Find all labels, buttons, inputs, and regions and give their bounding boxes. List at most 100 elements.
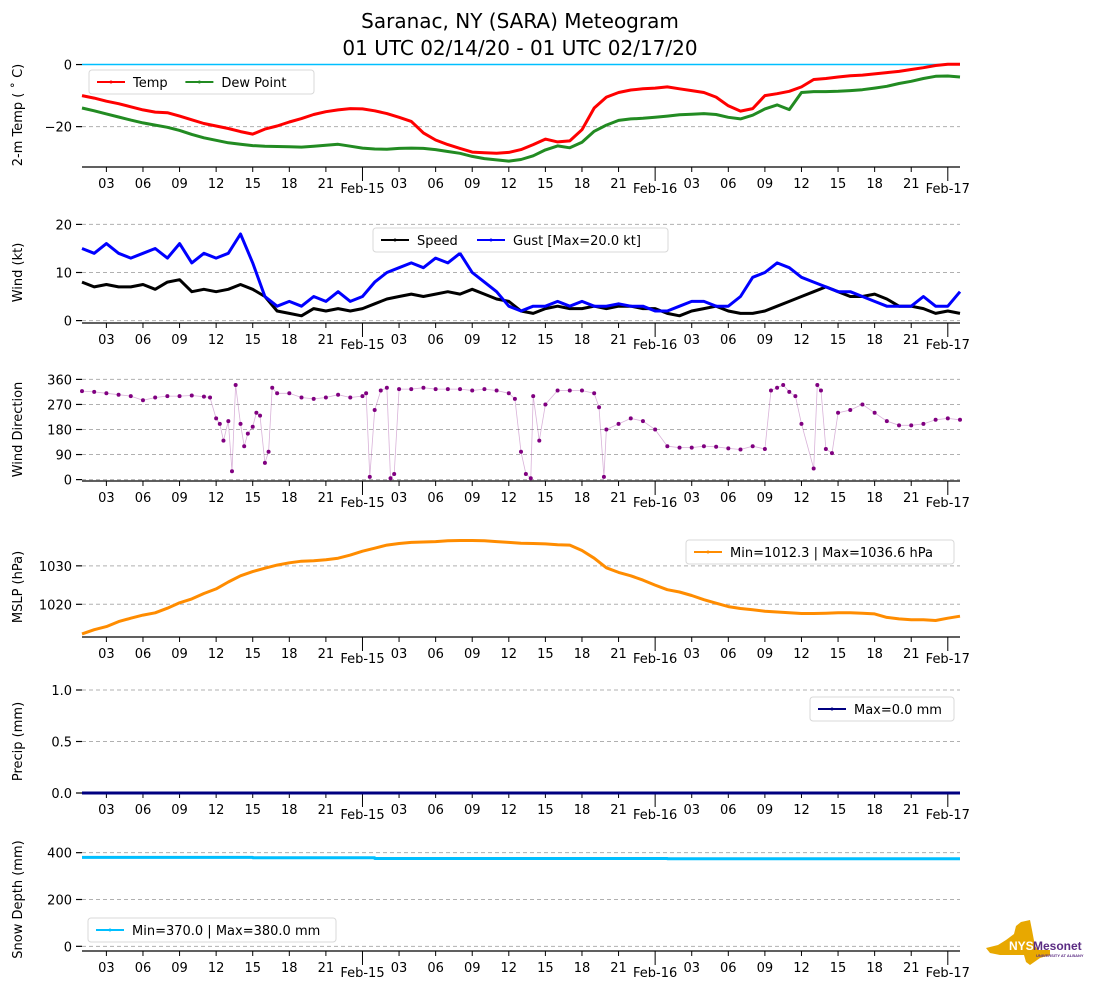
x-tick-label: 12 — [793, 491, 810, 506]
chart-title-line1: Saranac, NY (SARA) Meteogram — [361, 9, 679, 33]
x-tick-label: 21 — [318, 333, 335, 348]
data-point-wdir — [378, 388, 383, 393]
x-tick-label: 21 — [610, 491, 627, 506]
logo-nys-text: NYS — [1009, 939, 1034, 953]
data-point-wdir — [275, 391, 280, 396]
y-tick-label: 0 — [64, 59, 72, 74]
x-tick-label: 09 — [757, 803, 774, 818]
data-point-wdir — [494, 388, 499, 393]
x-tick-label: 15 — [244, 803, 261, 818]
data-point-wdir — [128, 394, 133, 399]
x-major-tick-label: Feb-17 — [926, 966, 970, 981]
x-tick-label: 12 — [208, 333, 225, 348]
x-tick-label: 18 — [866, 803, 883, 818]
x-tick-label: 15 — [830, 647, 847, 662]
x-tick-label: 12 — [208, 491, 225, 506]
x-tick-label: 03 — [391, 177, 408, 192]
x-tick-label: 15 — [830, 491, 847, 506]
x-major-tick-label: Feb-16 — [633, 808, 677, 823]
data-point-wdir — [555, 388, 560, 393]
data-point-wdir — [945, 416, 950, 421]
x-tick-label: 06 — [135, 491, 152, 506]
y-tick-label: 20 — [55, 218, 72, 233]
x-tick-label: 21 — [610, 177, 627, 192]
data-point-wdir — [531, 394, 536, 399]
data-point-wdir — [336, 392, 341, 397]
y-axis-label: Snow Depth (mm) — [11, 840, 26, 958]
x-tick-label: 21 — [903, 491, 920, 506]
data-point-wdir — [397, 387, 402, 392]
x-major-tick-label: Feb-16 — [633, 966, 677, 981]
x-tick-label: 09 — [464, 177, 481, 192]
data-point-wdir — [421, 385, 426, 390]
x-tick-label: 21 — [610, 333, 627, 348]
data-point-wdir — [189, 393, 194, 398]
data-point-wdir — [140, 398, 145, 403]
data-point-wdir — [519, 449, 523, 454]
data-point-wdir — [116, 392, 121, 397]
data-point-wdir — [233, 382, 238, 387]
data-point-wdir — [958, 417, 962, 422]
x-tick-label: 18 — [866, 961, 883, 976]
x-major-tick-label: Feb-17 — [926, 182, 970, 197]
data-point-wdir — [897, 423, 902, 428]
data-point-wdir — [221, 438, 226, 443]
x-tick-label: 12 — [793, 177, 810, 192]
y-axis-label: 2-m Temp ( ˚ C) — [10, 64, 26, 167]
x-tick-label: 06 — [427, 961, 444, 976]
data-point-wdir — [262, 460, 267, 465]
data-point-wdir — [254, 410, 259, 415]
x-major-tick-label: Feb-16 — [633, 182, 677, 197]
x-tick-label: 09 — [171, 803, 188, 818]
legend-marker — [393, 238, 397, 242]
data-point-wdir — [726, 446, 731, 451]
legend-snow: Min=370.0 | Max=380.0 mm — [87, 917, 337, 943]
data-point-wdir — [762, 446, 767, 451]
y-tick-label: 360 — [47, 373, 72, 388]
x-tick-label: 18 — [281, 961, 298, 976]
panel-mslp: 1020 1030 MSLP (hPa) 03 06 09 12 15 18 21 03 06 09 12… — [11, 539, 970, 667]
data-point-wdir — [775, 385, 780, 390]
x-major-tick-label: Feb-16 — [633, 652, 677, 667]
x-tick-label: 18 — [574, 177, 591, 192]
data-point-wdir — [653, 427, 658, 432]
x-tick-label: 21 — [903, 333, 920, 348]
data-point-wdir — [433, 387, 438, 392]
x-tick-label: 03 — [683, 177, 700, 192]
data-point-wdir — [523, 472, 528, 477]
series-line-snow-0 — [82, 855, 960, 861]
x-tick-label: 15 — [244, 333, 261, 348]
panel-temp: 0 −20 2-m Temp ( ˚ C) 03 06 09 12 15 18 21 03 06 09 1… — [10, 59, 970, 197]
data-point-wdir — [258, 413, 263, 418]
x-tick-label: 15 — [537, 491, 554, 506]
data-point-wdir — [165, 394, 170, 399]
y-tick-label: 0.5 — [51, 736, 72, 751]
data-point-wdir — [860, 402, 865, 407]
x-tick-label: 15 — [830, 961, 847, 976]
data-point-wdir — [364, 391, 369, 396]
legend-mslp: Min=1012.3 | Max=1036.6 hPa — [685, 539, 955, 565]
data-point-wdir — [242, 444, 247, 449]
data-point-wdir — [592, 391, 597, 396]
data-point-wdir — [360, 394, 365, 399]
data-point-wdir — [104, 391, 109, 396]
data-point-wdir — [921, 421, 926, 426]
legend-marker — [830, 707, 834, 711]
data-point-wdir — [250, 424, 255, 429]
data-point-wdir — [579, 388, 584, 393]
data-point-wdir — [311, 396, 316, 401]
x-tick-label: 09 — [464, 961, 481, 976]
data-point-wdir — [665, 444, 670, 449]
x-tick-label: 06 — [720, 333, 737, 348]
y-tick-label: 1030 — [39, 560, 72, 575]
x-tick-label: 15 — [830, 333, 847, 348]
nys-mesonet-logo: NYS Mesonet UNIVERSITY AT ALBANY — [986, 920, 1084, 965]
data-point-wdir — [238, 421, 243, 426]
data-point-wdir — [872, 410, 877, 415]
x-tick-label: 06 — [135, 961, 152, 976]
x-tick-label: 03 — [98, 491, 115, 506]
x-tick-label: 18 — [281, 177, 298, 192]
x-tick-label: 21 — [318, 491, 335, 506]
data-point-wdir — [229, 469, 234, 474]
data-point-wdir — [92, 389, 97, 394]
